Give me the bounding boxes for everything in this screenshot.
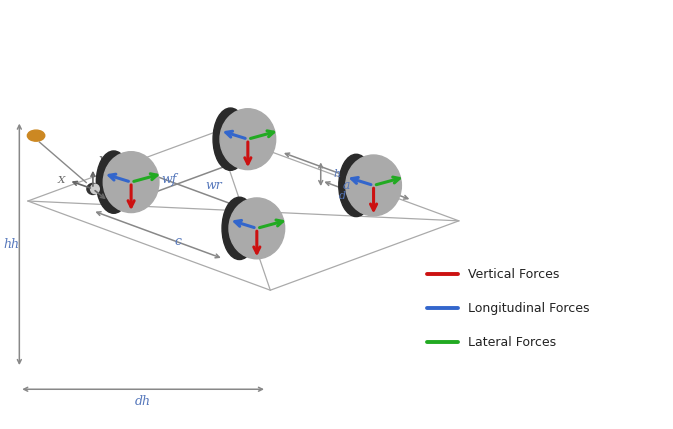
Ellipse shape [339, 154, 374, 217]
Text: Lateral Forces: Lateral Forces [468, 336, 556, 349]
Text: wr: wr [206, 178, 222, 192]
Ellipse shape [96, 151, 131, 213]
Ellipse shape [103, 152, 159, 212]
Ellipse shape [91, 184, 100, 193]
Text: Vertical Forces: Vertical Forces [468, 268, 559, 281]
Ellipse shape [229, 198, 285, 259]
Text: Longitudinal Forces: Longitudinal Forces [468, 302, 589, 315]
Text: Z: Z [111, 202, 118, 211]
Text: c: c [174, 235, 182, 248]
Text: hh: hh [3, 238, 20, 251]
Ellipse shape [220, 109, 276, 169]
Text: a: a [343, 179, 351, 192]
Ellipse shape [213, 108, 248, 170]
Text: dh: dh [135, 395, 151, 408]
Text: X: X [58, 175, 65, 184]
Ellipse shape [346, 155, 401, 216]
Text: Y: Y [98, 157, 105, 166]
Ellipse shape [87, 183, 99, 194]
Circle shape [28, 130, 45, 141]
Ellipse shape [222, 197, 257, 260]
Text: wf: wf [162, 173, 177, 186]
Text: d: d [339, 191, 346, 201]
Text: h: h [334, 169, 341, 179]
